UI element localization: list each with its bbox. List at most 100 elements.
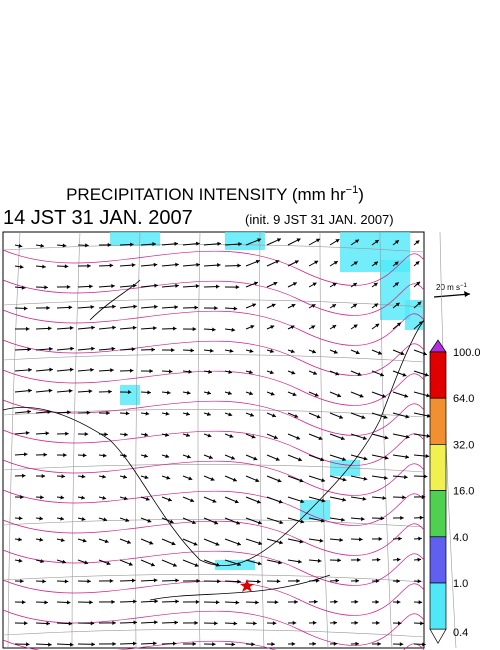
wind-arrow-head [112, 304, 116, 309]
wind-arrow-head [196, 241, 200, 246]
wind-arrow-head [39, 516, 43, 521]
wind-arrow-head [217, 579, 221, 584]
precip-patch [120, 385, 140, 405]
wind-arrow-head [150, 562, 155, 567]
wind-arrow-head [167, 497, 172, 502]
wind-arrow-head [296, 435, 301, 440]
wind-arrow-head [290, 349, 295, 354]
wind-arrow-head [212, 498, 217, 503]
wind-arrow-head [214, 621, 218, 626]
wind-arrow-head [291, 370, 296, 375]
wind-arrow-head [230, 455, 235, 460]
wind-arrow-head [18, 516, 23, 521]
wind-arrow-head [321, 498, 326, 503]
wind-arrow-head [319, 538, 324, 543]
wind-arrow-head [228, 412, 233, 417]
contour [2, 369, 425, 406]
wind-arrow-head [173, 326, 177, 331]
wind-arrow-head [175, 578, 179, 583]
wind-arrow-head [417, 557, 422, 562]
wind-arrow-head [355, 641, 359, 646]
colorbar-segment [429, 351, 447, 399]
wind-arrow-head [380, 516, 385, 521]
graticule [197, 231, 201, 649]
wind-arrow-head [64, 264, 69, 269]
wind-arrow-head [194, 305, 199, 310]
wind-arrow-head [19, 264, 24, 269]
wind-arrow-head [46, 305, 50, 310]
wind-arrow-head [60, 516, 64, 521]
wind-arrow-head [194, 620, 198, 625]
wind-arrow-head [107, 242, 112, 247]
wind-arrow-head [166, 390, 171, 395]
wind-arrow-head [49, 346, 53, 352]
wind-arrow-head [234, 499, 239, 504]
map [2, 231, 457, 650]
contour [2, 459, 425, 496]
wind-arrow-head [270, 325, 275, 330]
wind-arrow-head [69, 367, 74, 372]
wind-arrow-head [299, 539, 304, 544]
wind-arrow-head [373, 261, 378, 266]
wind-arrow-head [130, 242, 134, 247]
wind-arrow-head [375, 578, 380, 584]
wind-arrow-head [144, 475, 149, 480]
wind-arrow-head [186, 411, 190, 416]
wind-arrow-head [168, 369, 173, 374]
wind-arrow-head [188, 476, 193, 481]
wind-arrow-head [422, 351, 427, 356]
wind-arrow-head [216, 562, 220, 567]
wind-arrow-head [255, 259, 260, 264]
wind-arrow-head [89, 600, 93, 605]
colorbar-label: 1.0 [453, 578, 468, 590]
wind-arrow-head [81, 495, 85, 500]
wind-arrow-head [165, 454, 170, 459]
wind-arrow-head [418, 536, 422, 541]
wind-arrow-head [147, 390, 151, 395]
wind-arrow-head [361, 415, 366, 420]
wind-arrow-head [362, 436, 367, 440]
wind-arrow-head [229, 348, 234, 353]
wind-arrow-head [42, 264, 46, 269]
wind-arrow-head [188, 369, 193, 374]
wind-arrow-head [90, 367, 94, 372]
wind-arrow-head [249, 348, 254, 353]
graticule [379, 231, 393, 649]
precip-patch [405, 300, 423, 330]
init-time: (init. 9 JST 31 JAN. 2007) [245, 212, 394, 227]
wind-arrow-head [251, 434, 256, 439]
wind-arrow-head [191, 520, 196, 525]
wind-arrow-head [396, 579, 401, 584]
wind-arrow-head [357, 372, 362, 376]
wind-arrow-head [383, 475, 388, 480]
wind-arrow-head [153, 641, 157, 646]
wind-arrow-head [335, 371, 340, 376]
wind-arrow-head [47, 409, 51, 415]
wind-arrow-head [104, 432, 108, 437]
wind-arrow-head [208, 369, 212, 374]
wind-arrow-head [42, 579, 46, 584]
wind-arrow-head [271, 642, 275, 647]
wind-arrow-head [82, 538, 87, 543]
wind-arrow-head [125, 411, 130, 416]
wind-arrow-head [196, 578, 200, 583]
wind-arrow-head [123, 474, 127, 479]
wind-arrow-head [235, 600, 240, 605]
wind-arrow-head [40, 243, 45, 248]
wind-arrow-head [66, 600, 71, 605]
wind-arrow-head [335, 239, 340, 243]
wind-arrow-head [384, 435, 389, 440]
wind-arrow-head [274, 600, 279, 605]
wind-arrow-head [64, 579, 69, 584]
wind-arrow-head [152, 242, 156, 247]
wind-arrow-head [60, 538, 65, 543]
graticule [2, 629, 425, 638]
wind-arrow-head [405, 414, 410, 419]
wind-arrow-head [373, 282, 378, 287]
wind-arrow-head [321, 478, 326, 483]
contour [2, 489, 425, 526]
wind-arrow-head [68, 388, 73, 393]
wind-arrow-head [394, 261, 399, 266]
wind-arrow-head [273, 435, 278, 440]
contour [2, 579, 425, 616]
